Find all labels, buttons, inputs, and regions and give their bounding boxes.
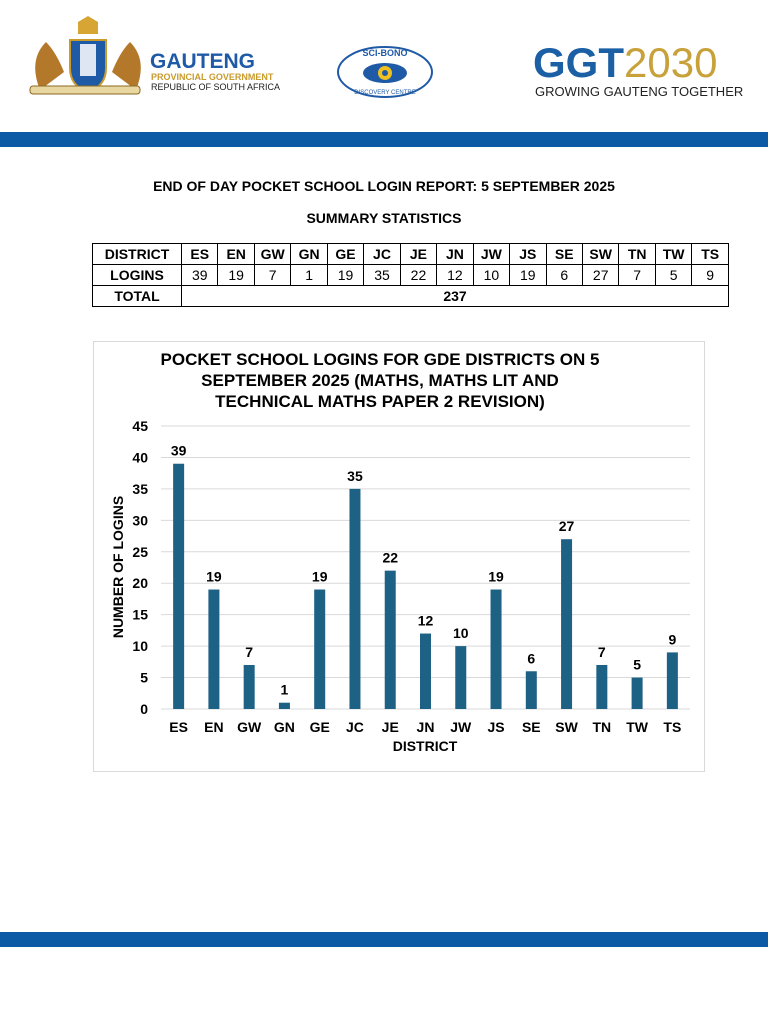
header-logos: GAUTENG PROVINCIAL GOVERNMENT REPUBLIC O… [29,16,743,99]
scibono-top: SCI-BONO [363,48,408,58]
y-tick-label: 40 [132,449,148,465]
y-tick-label: 10 [132,638,148,654]
y-tick-label: 25 [132,544,148,560]
value-label: 19 [206,569,222,585]
table-cell: TOTAL [92,285,182,307]
table-cell: 237 [181,285,729,307]
table-cell: TS [691,243,729,265]
scibono-ring [337,46,433,98]
y-tick-label: 45 [132,418,148,434]
x-tick-label: TN [592,719,611,735]
bar [243,664,255,709]
bar [666,652,678,709]
value-label: 10 [453,625,469,641]
chart-panel [93,341,705,772]
x-tick-label: EN [204,719,223,735]
x-tick-label: JW [450,719,472,735]
ggt-slogan: GROWING GAUTENG TOGETHER [535,84,743,99]
bar [455,646,467,709]
y-tick-label: 0 [140,701,148,717]
ggt-logo: GGT2030 [533,39,717,86]
value-label: 12 [418,613,434,629]
x-tick-label: ES [169,719,188,735]
value-label: 19 [312,569,328,585]
bar [208,589,220,709]
bar [596,664,608,709]
bar [314,589,326,709]
table-cell: ES [180,243,219,265]
chart-title: POCKET SCHOOL LOGINS FOR GDE DISTRICTS O… [160,350,600,411]
scibono-bottom: DISCOVERY CENTRE [354,90,415,96]
value-label: 1 [281,682,289,698]
x-tick-label: GE [310,719,330,735]
table-cell: 19 [217,264,255,286]
summary-table: DISTRICT ES EN GW GN GE JC JE JN JW JS SE SW TN TW TS LO… [92,243,729,307]
value-label: 9 [668,631,676,647]
y-axis-label: NUMBER OF LOGINS [110,496,126,638]
chart: 0 5 10 15 20 25 30 35 40 45 ES 39 EN 19 GW 7 GN 1 GE 19 JC 35… [110,418,690,754]
top-band [0,132,768,147]
y-tick-label: 5 [140,670,148,686]
gauteng-line1: PROVINCIAL GOVERNMENT [151,72,274,82]
bar [278,702,290,709]
y-tick-label: 20 [132,575,148,591]
table-cell: JW [472,243,511,265]
value-label: 7 [598,644,606,660]
report-subtitle: SUMMARY STATISTICS [306,210,462,226]
table-row: DISTRICT ES EN GW GN GE JC JE JN JW JS SE SW TN TW TS [92,243,729,265]
value-label: 19 [488,569,504,585]
report-title: END OF DAY POCKET SCHOOL LOGIN REPORT: 5… [153,178,615,194]
table-cell: 39 [180,264,219,286]
x-tick-label: SE [522,719,541,735]
bar [384,570,396,709]
table-row: LOGINS 39 19 7 1 19 35 22 12 10 19 6 27 7 5 9 [92,264,729,286]
gauteng-line2: REPUBLIC OF SOUTH AFRICA [151,82,280,92]
bar [173,463,185,709]
x-axis-label: DISTRICT [393,738,458,754]
x-tick-label: JE [382,719,399,735]
table-cell: 27 [581,264,620,286]
bar [490,589,502,709]
x-tick-label: GW [237,719,262,735]
value-label: 27 [559,518,575,534]
value-label: 6 [527,650,535,666]
table-cell: GE [326,243,365,265]
value-label: 7 [245,644,253,660]
x-tick-label: GN [274,719,295,735]
bar [561,539,573,709]
coat-of-arms [29,16,141,95]
value-label: 5 [633,657,641,673]
table-cell: DISTRICT [92,243,182,265]
value-label: 22 [382,550,398,566]
value-label: 39 [171,443,187,459]
x-tick-label: TW [626,719,649,735]
value-label: 35 [347,468,363,484]
y-tick-label: 35 [132,481,148,497]
table-cell: EN [217,243,255,265]
y-tick-label: 30 [132,512,148,528]
x-tick-label: SW [555,719,578,735]
x-tick-label: JS [487,719,504,735]
ggt-year: 2030 [624,39,717,86]
x-tick-label: JN [417,719,435,735]
y-tick-label: 15 [132,607,148,623]
table-cell: TN [618,243,656,265]
bar [631,677,643,709]
x-tick-label: TS [663,719,681,735]
bottom-band [0,932,768,947]
bar [420,633,431,709]
ggt: GGT [533,39,624,86]
bar [349,488,361,709]
table-cell: JE [399,243,438,265]
bar [525,671,537,709]
gauteng-name: GAUTENG [150,50,255,73]
table-cell: JS [509,243,547,265]
table-row: TOTAL 237 [92,285,729,307]
x-tick-label: JC [346,719,364,735]
